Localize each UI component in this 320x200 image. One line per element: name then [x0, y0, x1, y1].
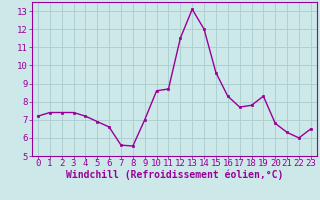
- X-axis label: Windchill (Refroidissement éolien,°C): Windchill (Refroidissement éolien,°C): [66, 169, 283, 180]
